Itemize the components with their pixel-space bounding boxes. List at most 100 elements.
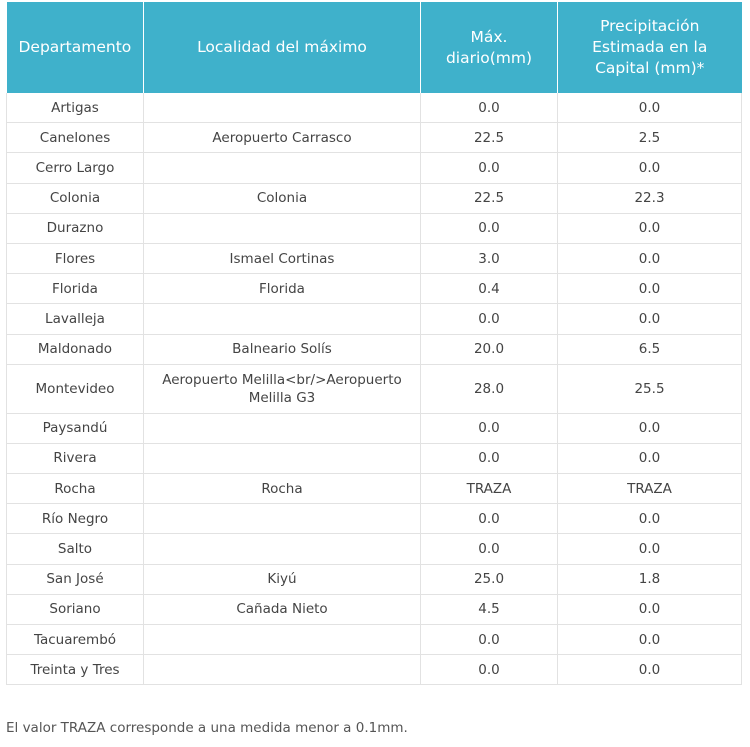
cell-max-diario: 0.0 [420, 303, 558, 335]
cell-max-diario: 22.5 [420, 122, 558, 154]
cell-departamento: Soriano [6, 594, 144, 626]
cell-departamento: Montevideo [6, 364, 144, 414]
cell-localidad: Florida [143, 273, 421, 305]
table-row: Lavalleja 0.0 0.0 [6, 303, 742, 335]
table-row: Cerro Largo 0.0 0.0 [6, 152, 742, 184]
cell-localidad [143, 152, 421, 184]
cell-max-diario: 0.0 [420, 654, 558, 686]
table-row: Río Negro 0.0 0.0 [6, 503, 742, 535]
cell-departamento: Rivera [6, 443, 144, 475]
cell-precipitacion: 0.0 [557, 273, 742, 305]
table-row: Canelones Aeropuerto Carrasco 22.5 2.5 [6, 122, 742, 154]
table-row: Soriano Cañada Nieto 4.5 0.0 [6, 594, 742, 626]
cell-departamento: Maldonado [6, 334, 144, 365]
cell-localidad [143, 654, 421, 686]
cell-localidad [143, 624, 421, 656]
cell-localidad [143, 533, 421, 565]
cell-precipitacion: 2.5 [557, 122, 742, 154]
header-precipitacion: Precipitación Estimada en la Capital (mm… [557, 2, 742, 93]
table-row: Treinta y Tres 0.0 0.0 [6, 654, 742, 686]
cell-precipitacion: 0.0 [557, 213, 742, 244]
cell-precipitacion: 0.0 [557, 624, 742, 656]
cell-localidad: Balneario Solís [143, 334, 421, 365]
table-row: Florida Florida 0.4 0.0 [6, 273, 742, 305]
precipitation-table-container: Departamento Localidad del máximo Máx. d… [6, 2, 742, 686]
cell-localidad [143, 303, 421, 335]
cell-localidad: Ismael Cortinas [143, 243, 421, 275]
table-row: Paysandú 0.0 0.0 [6, 413, 742, 444]
header-departamento: Departamento [6, 2, 144, 93]
cell-localidad: Cañada Nieto [143, 594, 421, 626]
table-row: Durazno 0.0 0.0 [6, 213, 742, 244]
cell-localidad: Aeropuerto Melilla<br/>Aeropuerto Melill… [143, 364, 421, 414]
cell-precipitacion: 22.3 [557, 183, 742, 214]
cell-precipitacion: 0.0 [557, 594, 742, 626]
cell-localidad [143, 443, 421, 475]
cell-max-diario: 0.0 [420, 624, 558, 656]
cell-departamento: Paysandú [6, 413, 144, 444]
cell-departamento: Flores [6, 243, 144, 275]
cell-departamento: Río Negro [6, 503, 144, 535]
table-row: Salto 0.0 0.0 [6, 533, 742, 565]
cell-precipitacion: 0.0 [557, 443, 742, 475]
cell-max-diario: 0.0 [420, 213, 558, 244]
cell-max-diario: 0.0 [420, 93, 558, 124]
cell-max-diario: 0.0 [420, 152, 558, 184]
cell-max-diario: 28.0 [420, 364, 558, 414]
cell-departamento: Salto [6, 533, 144, 565]
cell-localidad [143, 503, 421, 535]
cell-precipitacion: 0.0 [557, 654, 742, 686]
cell-precipitacion: 0.0 [557, 152, 742, 184]
cell-departamento: Artigas [6, 93, 144, 124]
cell-precipitacion: 0.0 [557, 413, 742, 444]
cell-max-diario: 0.4 [420, 273, 558, 305]
cell-departamento: Florida [6, 273, 144, 305]
cell-departamento: San José [6, 564, 144, 595]
cell-departamento: Cerro Largo [6, 152, 144, 184]
precipitation-table: Departamento Localidad del máximo Máx. d… [6, 2, 742, 686]
table-row: Montevideo Aeropuerto Melilla<br/>Aeropue… [6, 364, 742, 414]
cell-max-diario: 3.0 [420, 243, 558, 275]
cell-max-diario: 22.5 [420, 183, 558, 214]
cell-departamento: Lavalleja [6, 303, 144, 335]
table-row: Artigas 0.0 0.0 [6, 93, 742, 124]
cell-max-diario: 0.0 [420, 443, 558, 475]
cell-max-diario: 0.0 [420, 503, 558, 535]
cell-departamento: Tacuarembó [6, 624, 144, 656]
cell-localidad: Rocha [143, 473, 421, 505]
cell-localidad [143, 213, 421, 244]
cell-max-diario: 0.0 [420, 413, 558, 444]
cell-precipitacion: 6.5 [557, 334, 742, 365]
cell-departamento: Colonia [6, 183, 144, 214]
cell-localidad: Aeropuerto Carrasco [143, 122, 421, 154]
traza-footnote: El valor TRAZA corresponde a una medida … [6, 720, 408, 736]
table-row: Maldonado Balneario Solís 20.0 6.5 [6, 334, 742, 365]
cell-precipitacion: 0.0 [557, 243, 742, 275]
table-row: Tacuarembó 0.0 0.0 [6, 624, 742, 656]
cell-precipitacion: 1.8 [557, 564, 742, 595]
table-row: Rocha Rocha TRAZA TRAZA [6, 473, 742, 505]
cell-departamento: Treinta y Tres [6, 654, 144, 686]
cell-max-diario: TRAZA [420, 473, 558, 505]
cell-max-diario: 0.0 [420, 533, 558, 565]
cell-localidad: Kiyú [143, 564, 421, 595]
table-row: Colonia Colonia 22.5 22.3 [6, 183, 742, 214]
header-max-diario: Máx. diario(mm) [420, 2, 558, 93]
cell-departamento: Durazno [6, 213, 144, 244]
cell-precipitacion: 0.0 [557, 303, 742, 335]
table-row: Rivera 0.0 0.0 [6, 443, 742, 475]
cell-localidad [143, 93, 421, 124]
cell-precipitacion: 25.5 [557, 364, 742, 414]
cell-departamento: Canelones [6, 122, 144, 154]
cell-max-diario: 4.5 [420, 594, 558, 626]
cell-departamento: Rocha [6, 473, 144, 505]
cell-precipitacion: 0.0 [557, 93, 742, 124]
cell-max-diario: 20.0 [420, 334, 558, 365]
cell-localidad: Colonia [143, 183, 421, 214]
cell-precipitacion: TRAZA [557, 473, 742, 505]
cell-precipitacion: 0.0 [557, 533, 742, 565]
table-row: San José Kiyú 25.0 1.8 [6, 564, 742, 595]
cell-precipitacion: 0.0 [557, 503, 742, 535]
header-localidad: Localidad del máximo [143, 2, 421, 93]
table-row: Flores Ismael Cortinas 3.0 0.0 [6, 243, 742, 275]
